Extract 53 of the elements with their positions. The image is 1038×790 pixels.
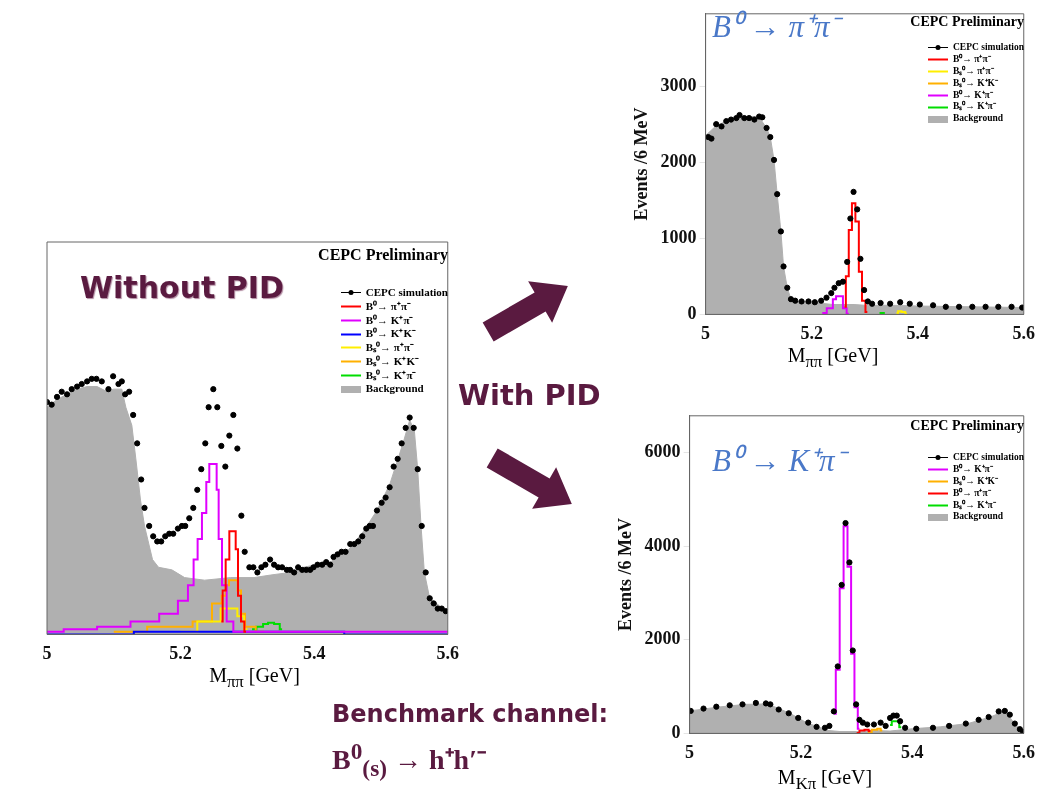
- y-tick-label: 2000: [644, 628, 681, 649]
- annotation: CEPC Preliminary: [910, 14, 1024, 30]
- x-tick-label: 5.6: [1012, 322, 1035, 343]
- y-tick-label: 3000: [660, 74, 697, 95]
- x-tick-label: 5.2: [789, 741, 813, 762]
- x-tick-label: 5.4: [906, 322, 929, 343]
- annotation: CEPC Preliminary: [910, 418, 1024, 434]
- y-tick-label: 0: [671, 722, 681, 743]
- y-axis-title: Events /6 MeV: [615, 518, 636, 632]
- text: B$^{0}$$_{(s)}$ → h⁺h′⁻: [332, 738, 487, 782]
- x-axis-title: M$_{Kπ}$ [GeV]: [776, 766, 874, 790]
- y-tick-label: 6000: [644, 440, 681, 461]
- legend-label: B⁰→ K⁺K⁻: [365, 327, 416, 341]
- legend-label: Bₛ⁰→ K⁺π⁻: [953, 101, 996, 114]
- text: CEPC Preliminary: [318, 246, 448, 264]
- x-tick-label: 5: [42, 642, 52, 663]
- legend-label: CEPC simulation: [365, 286, 448, 300]
- y-tick-label: 4000: [644, 534, 681, 555]
- legend-label: Bₛ⁰→ K⁺K⁻: [365, 354, 419, 369]
- x-tick-label: 5.6: [436, 642, 459, 663]
- legend-label: Background: [953, 511, 1003, 524]
- legend-label: Bₛ⁰→ K⁺K⁻: [953, 77, 998, 89]
- x-axis-title: M$_{ππ}$ [GeV]: [786, 344, 880, 372]
- x-tick-label: 5.6: [1012, 741, 1035, 762]
- y-tick-label: 0: [687, 303, 697, 324]
- legend-label: Bₛ⁰→ K⁺π⁻: [953, 499, 996, 512]
- legend-label: CEPC simulation: [953, 42, 1024, 53]
- chart-title: Without PID: [80, 270, 284, 305]
- legend-label: Bₛ⁰→ π⁺π⁻: [953, 65, 994, 77]
- x-axis-title: M$_{ππ}$ [GeV]: [208, 664, 301, 692]
- legend-label: Bₛ⁰→ K⁺π⁻: [365, 368, 417, 383]
- legend-label: Bₛ⁰→ K⁺K⁻: [953, 475, 998, 487]
- legend-label: B⁰→ π⁺π⁻: [953, 53, 991, 65]
- x-tick-label: 5.4: [901, 741, 924, 762]
- y-axis-title: Events /6 MeV: [631, 107, 652, 221]
- text: With PID: [458, 378, 601, 412]
- y-tick-label: 2000: [660, 150, 697, 171]
- legend-label: Background: [953, 113, 1003, 126]
- y-tick-label: 1000: [660, 226, 697, 247]
- legend-label: B⁰→ π⁺π⁻: [953, 487, 991, 499]
- x-tick-label: 5.4: [302, 642, 326, 663]
- legend-label: B⁰→ K⁺π⁻: [953, 463, 993, 475]
- legend-label: Background: [365, 382, 424, 396]
- legend-label: CEPC simulation: [953, 452, 1024, 463]
- legend-label: B⁰→ K⁺π⁻: [953, 89, 993, 100]
- x-tick-label: 5: [701, 322, 711, 343]
- x-tick-label: 5: [685, 741, 695, 762]
- legend-label: B⁰→ K⁺π⁻: [365, 313, 414, 327]
- x-tick-label: 5.2: [169, 642, 192, 663]
- legend-label: B⁰→ π⁺π⁻: [365, 299, 411, 314]
- x-tick-label: 5.2: [800, 322, 823, 343]
- text: Benchmark channel:: [332, 700, 609, 728]
- legend-label: Bₛ⁰→ π⁺π⁻: [365, 341, 414, 355]
